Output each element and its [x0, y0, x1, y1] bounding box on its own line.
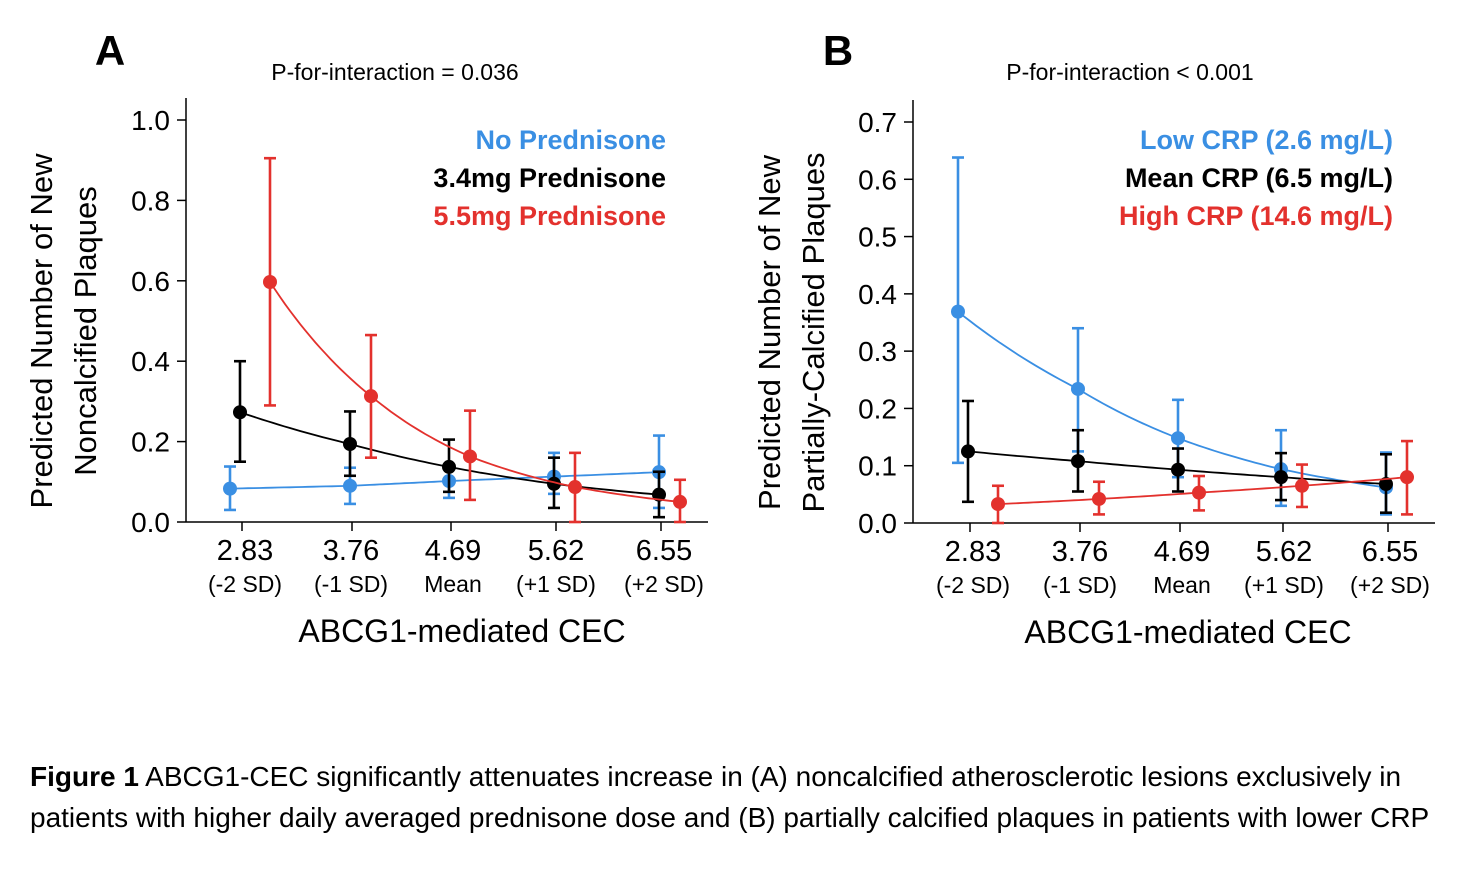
data-point	[463, 449, 477, 464]
y-axis-title-line2: Noncalcified Plaques	[68, 186, 103, 476]
x-axis-title: ABCG1-mediated CEC	[298, 613, 625, 649]
data-point	[1171, 431, 1185, 446]
series-red	[263, 156, 687, 524]
y-axis-title-line2: Partially-Calcified Plaques	[796, 152, 831, 512]
y-tick-label: 0.6	[858, 164, 897, 195]
x-tick-label: 3.76	[323, 535, 379, 567]
y-tick-label: 0.4	[858, 279, 897, 310]
x-tick-sublabel: (+1 SD)	[1244, 572, 1324, 598]
legend-entry: 3.4mg Prednisone	[433, 163, 666, 193]
y-tick-label: 0.7	[858, 107, 897, 138]
x-tick-label: 4.69	[1154, 536, 1210, 568]
data-point	[547, 476, 561, 491]
x-tick-label: 5.62	[528, 535, 584, 567]
panel-label: B	[823, 27, 853, 74]
y-tick-label: 0.6	[131, 266, 170, 297]
x-tick-sublabel: Mean	[424, 571, 482, 597]
chart-panel-b: B P-for-interaction < 0.001 0.0 0.1 0.2 0.3 0.…	[752, 27, 1435, 650]
data-point	[1400, 470, 1414, 485]
p-interaction-annotation: P-for-interaction < 0.001	[1006, 59, 1253, 85]
data-point	[1379, 477, 1393, 492]
y-tick-label: 0.0	[131, 507, 170, 538]
data-point	[1092, 491, 1106, 506]
data-point	[951, 304, 965, 319]
data-point	[233, 405, 247, 420]
y-tick-label: 0.5	[858, 222, 897, 253]
x-tick-sublabel: (-1 SD)	[1043, 572, 1117, 598]
x-tick-label: 2.83	[945, 536, 1001, 568]
data-point	[1192, 485, 1206, 500]
x-tick-label: 4.69	[425, 535, 481, 567]
data-point	[1071, 381, 1085, 396]
x-tick-sublabel: (-1 SD)	[314, 571, 388, 597]
legend-entry: No Prednisone	[475, 125, 666, 155]
x-tick-sublabel: (+1 SD)	[516, 571, 596, 597]
y-tick-label: 0.1	[858, 451, 897, 482]
series-red	[991, 439, 1414, 525]
data-point	[343, 478, 357, 493]
x-tick-label: 2.83	[217, 535, 273, 567]
caption-text: ABCG1-CEC significantly attenuates incre…	[30, 761, 1430, 833]
data-point	[1071, 454, 1085, 469]
data-point	[343, 437, 357, 452]
x-tick-label: 6.55	[636, 535, 692, 567]
x-axis-title: ABCG1-mediated CEC	[1024, 614, 1351, 650]
data-point	[1295, 478, 1309, 493]
y-tick-label: 0.3	[858, 336, 897, 367]
y-tick-label: 0.2	[131, 427, 170, 458]
panel-label: A	[95, 27, 125, 74]
data-point	[568, 480, 582, 495]
p-interaction-annotation: P-for-interaction = 0.036	[271, 59, 518, 85]
data-point	[442, 459, 456, 474]
legend-entry: High CRP (14.6 mg/L)	[1119, 201, 1393, 231]
y-axis-title-line1: Predicted Number of New	[752, 154, 787, 510]
series-black	[961, 399, 1393, 514]
data-point	[1274, 470, 1288, 485]
y-axis-title-line1: Predicted Number of New	[24, 153, 59, 509]
series-blue	[223, 434, 666, 512]
x-tick-label: 6.55	[1362, 536, 1418, 568]
data-point	[364, 389, 378, 404]
x-tick-sublabel: (-2 SD)	[208, 571, 282, 597]
data-point	[961, 444, 975, 459]
caption-label: Figure 1	[30, 761, 139, 792]
data-point	[263, 275, 277, 290]
series-fit-line	[269, 281, 681, 503]
x-tick-sublabel: (-2 SD)	[936, 572, 1010, 598]
x-tick-sublabel: (+2 SD)	[1350, 572, 1430, 598]
x-tick-sublabel: Mean	[1153, 572, 1211, 598]
y-tick-label: 1.0	[131, 105, 170, 136]
legend-entry: 5.5mg Prednisone	[433, 201, 666, 231]
figure-caption: Figure 1 ABCG1-CEC significantly attenua…	[30, 756, 1430, 838]
data-point	[652, 487, 666, 502]
x-tick-sublabel: (+2 SD)	[624, 571, 704, 597]
y-tick-label: 0.4	[131, 346, 170, 377]
chart-panel-a: A P-for-interaction = 0.036 0.0 0.2 0.4 0.6 0.…	[24, 27, 708, 649]
data-point	[673, 494, 687, 509]
data-point	[991, 497, 1005, 512]
y-tick-label: 0.0	[858, 508, 897, 539]
x-tick-label: 5.62	[1256, 536, 1312, 568]
x-tick-label: 3.76	[1052, 536, 1108, 568]
legend-entry: Low CRP (2.6 mg/L)	[1140, 125, 1393, 155]
data-point	[1171, 462, 1185, 477]
legend-entry: Mean CRP (6.5 mg/L)	[1125, 163, 1393, 193]
y-tick-label: 0.8	[131, 185, 170, 216]
data-point	[223, 481, 237, 496]
y-tick-label: 0.2	[858, 393, 897, 424]
figure-canvas: A P-for-interaction = 0.036 0.0 0.2 0.4 0.6 0.…	[24, 27, 1435, 650]
